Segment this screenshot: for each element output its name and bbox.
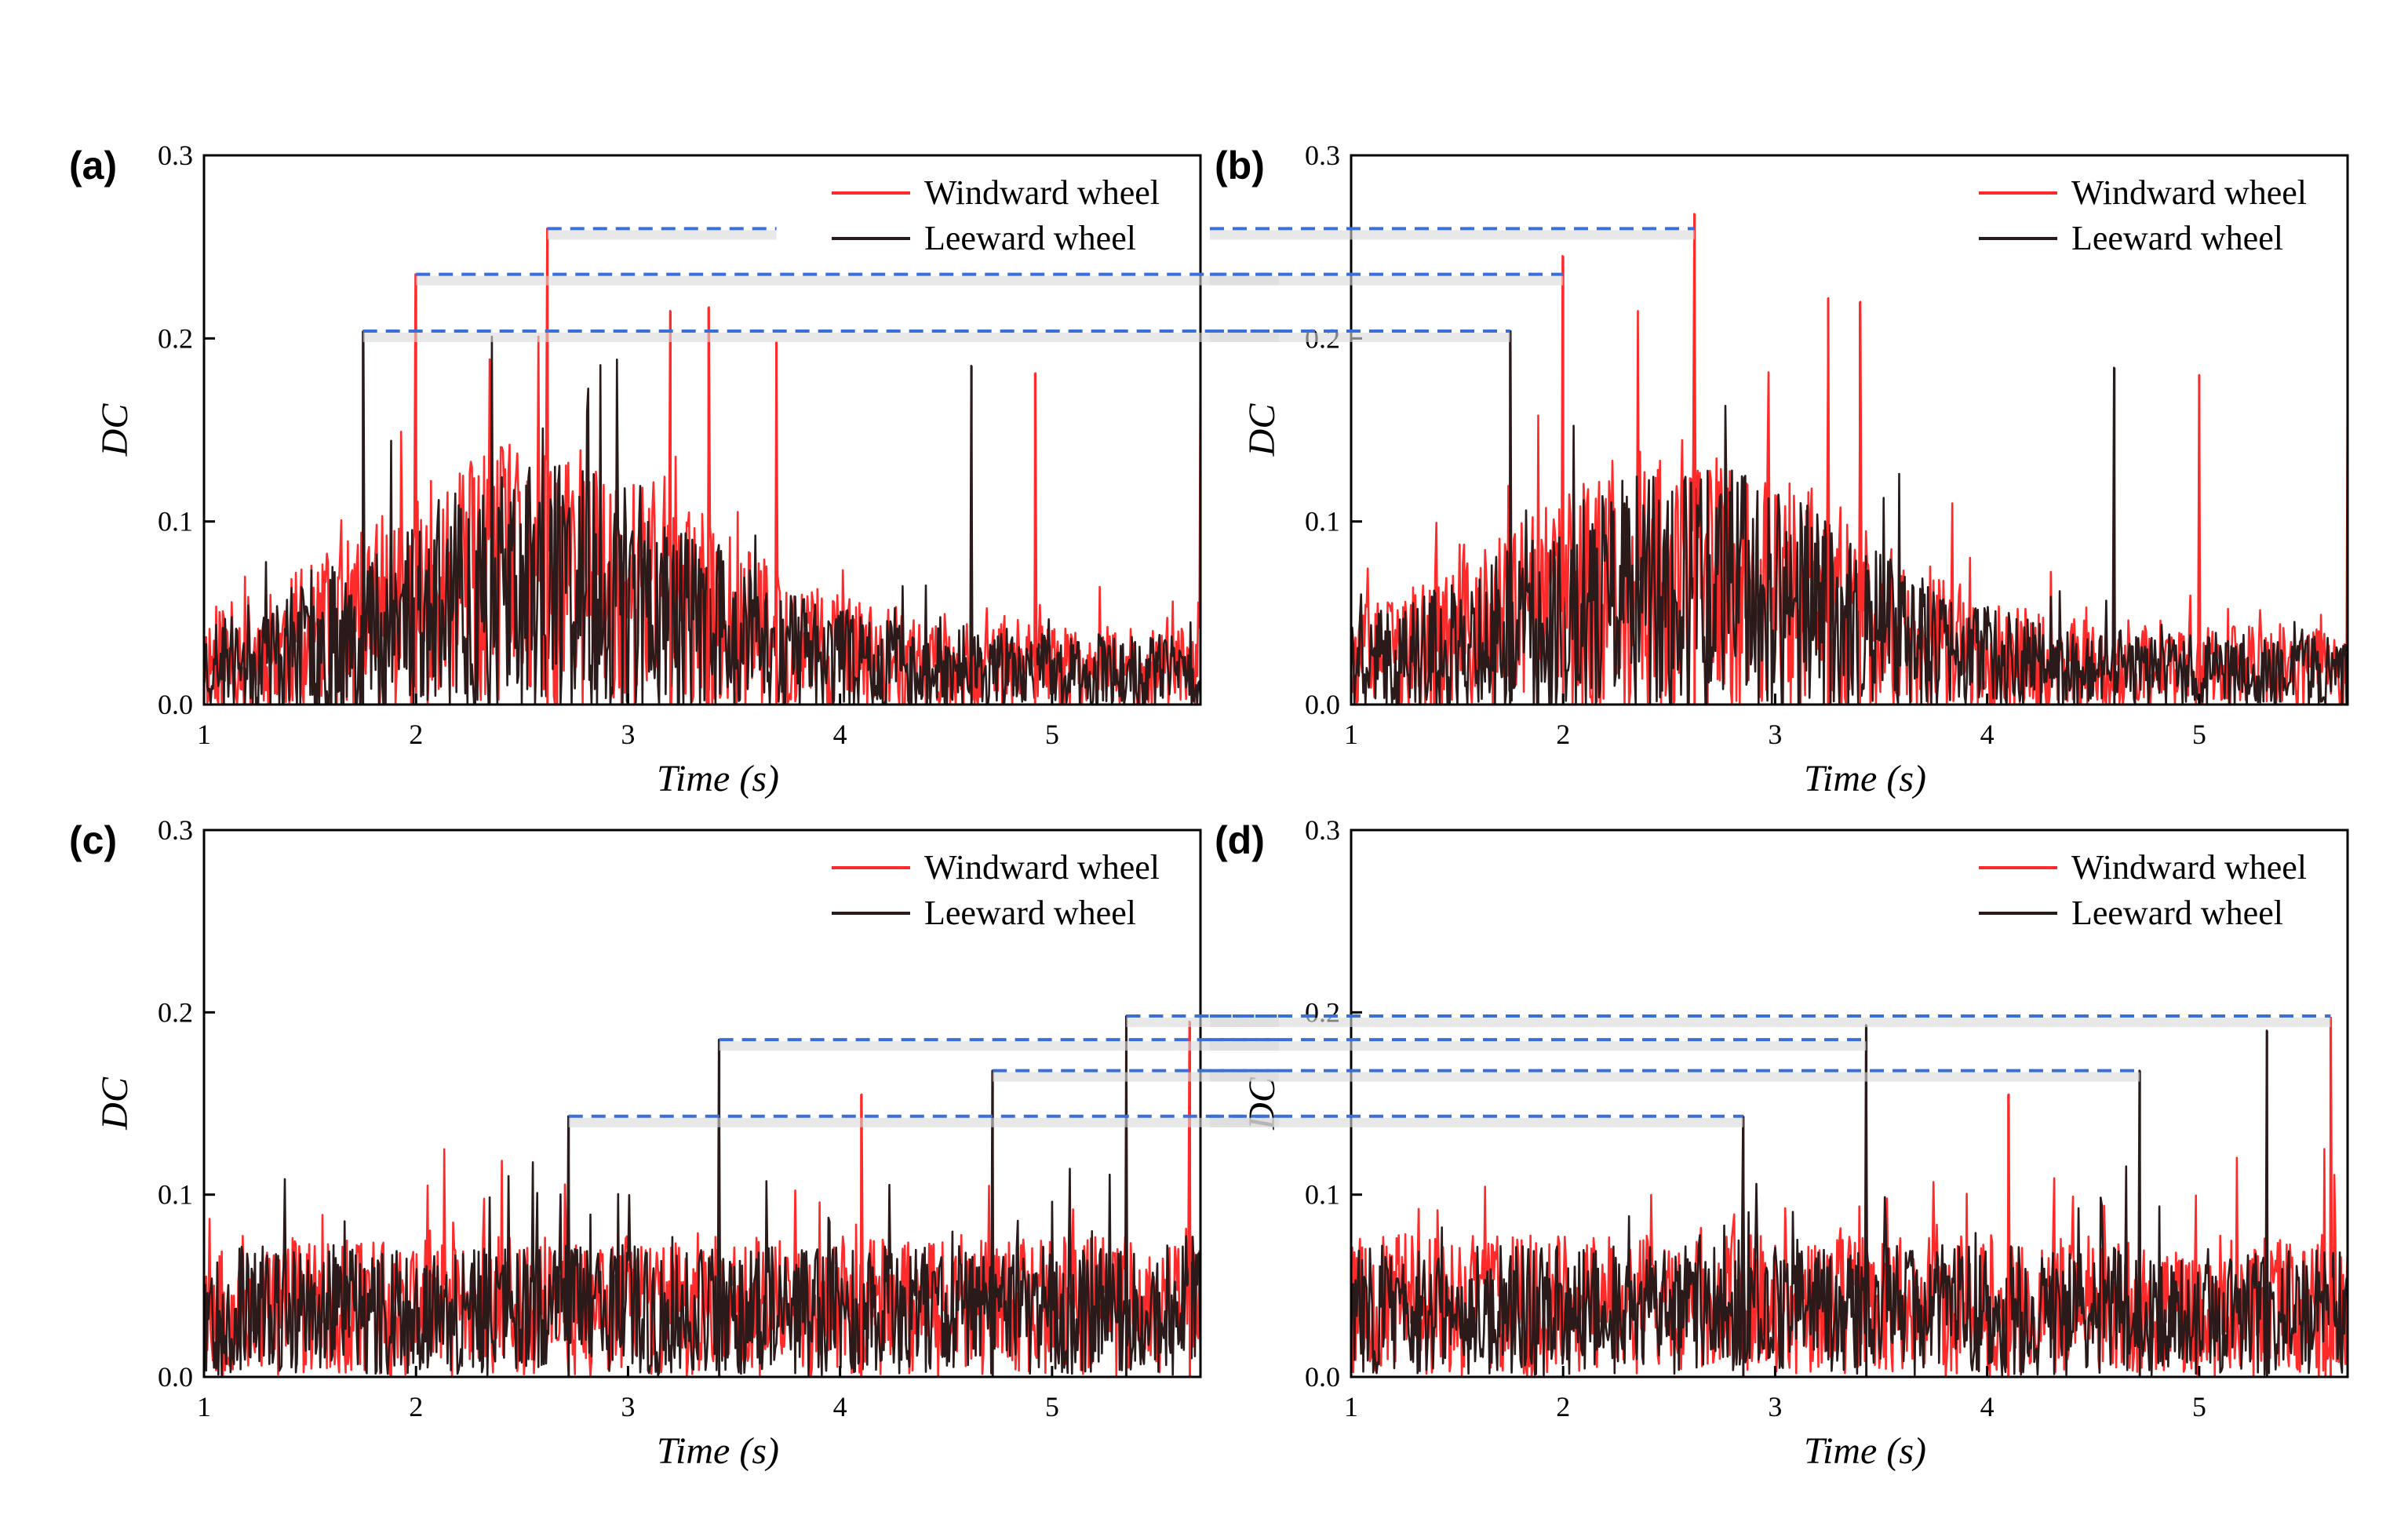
y-tick-label: 0.0 bbox=[158, 689, 193, 720]
x-tick-label: 4 bbox=[833, 719, 847, 750]
legend-label: Leeward wheel bbox=[2071, 894, 2283, 932]
x-axis-title: Time (s) bbox=[657, 1430, 779, 1472]
x-tick-label: 5 bbox=[2192, 719, 2206, 750]
y-tick-label: 0.2 bbox=[158, 996, 193, 1028]
x-tick-label: 5 bbox=[1045, 1391, 1059, 1422]
x-tick-label: 2 bbox=[409, 1391, 423, 1422]
x-tick-label: 3 bbox=[1768, 1391, 1782, 1422]
y-tick-label: 0.3 bbox=[1305, 140, 1340, 171]
series-line-leeward bbox=[1351, 330, 2348, 705]
x-tick-label: 5 bbox=[1045, 719, 1059, 750]
x-tick-label: 1 bbox=[197, 719, 211, 750]
y-tick-label: 0.0 bbox=[158, 1361, 193, 1393]
y-tick-label: 0.3 bbox=[158, 140, 193, 171]
legend-label: Leeward wheel bbox=[924, 894, 1136, 932]
y-axis-title: DC bbox=[94, 1076, 136, 1131]
series-line-leeward bbox=[204, 1014, 1200, 1377]
panel-label: (d) bbox=[1215, 818, 1265, 862]
reference-lines-c bbox=[568, 1014, 1279, 1127]
chart-panel-c: 0.0 0.1 0.2 0.3 1 2 3 4 5 Time (s) DC (c) Windward w… bbox=[69, 814, 1202, 1472]
reference-lines-a bbox=[362, 227, 1279, 342]
plot-frame bbox=[202, 829, 1202, 1378]
legend-label: Windward wheel bbox=[2071, 848, 2307, 887]
y-tick-label: 0.1 bbox=[158, 1179, 193, 1211]
panel-label: (a) bbox=[69, 144, 117, 188]
x-tick-label: 2 bbox=[1556, 719, 1570, 750]
legend-label: Windward wheel bbox=[2071, 173, 2307, 212]
y-axis-title: DC bbox=[94, 403, 136, 457]
y-tick-label: 0.1 bbox=[158, 506, 193, 537]
y-tick-label: 0.0 bbox=[1305, 1361, 1340, 1393]
x-tick-label: 1 bbox=[1344, 719, 1358, 750]
x-tick-label: 5 bbox=[2192, 1391, 2206, 1422]
legend-label: Leeward wheel bbox=[2071, 219, 2283, 257]
x-tick-label: 4 bbox=[1980, 1391, 1995, 1422]
x-tick-label: 4 bbox=[1980, 719, 1995, 750]
plot-frame bbox=[1350, 829, 2349, 1378]
plot-frame bbox=[1350, 154, 2349, 706]
legend-label: Leeward wheel bbox=[924, 219, 1136, 257]
panel-label: (b) bbox=[1215, 144, 1265, 188]
x-axis-title: Time (s) bbox=[1804, 1430, 1926, 1472]
x-tick-label: 1 bbox=[197, 1391, 211, 1422]
y-axis-title: DC bbox=[1241, 403, 1283, 457]
x-tick-label: 3 bbox=[621, 719, 635, 750]
y-tick-label: 0.3 bbox=[1305, 814, 1340, 846]
y-tick-label: 0.1 bbox=[1305, 506, 1340, 537]
x-tick-label: 4 bbox=[833, 1391, 847, 1422]
x-tick-label: 3 bbox=[621, 1391, 635, 1422]
y-tick-label: 0.2 bbox=[158, 322, 193, 354]
x-tick-label: 2 bbox=[1556, 1391, 1570, 1422]
y-tick-label: 0.1 bbox=[1305, 1179, 1340, 1211]
y-tick-label: 0.0 bbox=[1305, 689, 1340, 720]
x-tick-label: 1 bbox=[1344, 1391, 1358, 1422]
chart-panel-a: 0.0 0.1 0.2 0.3 1 2 3 4 5 Time (s) DC (a) Windward w… bbox=[69, 140, 1202, 799]
series-line-leeward bbox=[1351, 1024, 2348, 1377]
panel-label: (c) bbox=[69, 818, 117, 862]
legend-label: Windward wheel bbox=[924, 848, 1160, 887]
x-axis-title: Time (s) bbox=[657, 758, 779, 799]
plot-frame bbox=[202, 154, 1202, 706]
y-tick-label: 0.3 bbox=[158, 814, 193, 846]
x-tick-label: 2 bbox=[409, 719, 423, 750]
x-axis-title: Time (s) bbox=[1804, 758, 1926, 799]
legend-label: Windward wheel bbox=[924, 173, 1160, 212]
reference-lines-d bbox=[1210, 1014, 2331, 1127]
reference-lines-b bbox=[1210, 227, 1695, 342]
x-tick-label: 3 bbox=[1768, 719, 1782, 750]
